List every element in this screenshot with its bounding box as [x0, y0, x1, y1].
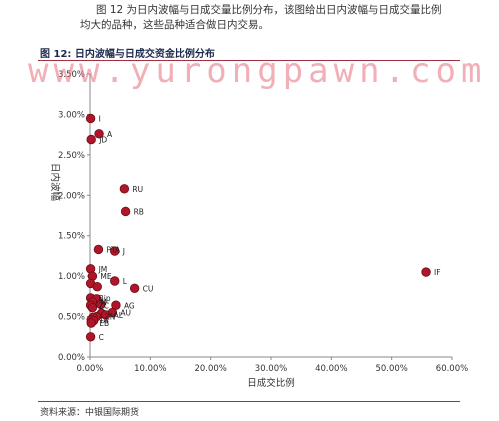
data-point	[110, 276, 120, 286]
data-point-label: CU	[143, 284, 154, 293]
y-tick-label: 2.00%	[58, 191, 85, 201]
data-point-label: I	[99, 114, 101, 123]
x-tick-label: 20.00%	[194, 364, 226, 374]
data-point-label: ME	[100, 272, 111, 281]
data-point	[120, 206, 131, 217]
chart-points	[85, 113, 431, 342]
x-tick-label: 60.00%	[436, 364, 468, 374]
data-point	[85, 113, 96, 124]
data-point-label: ZC	[99, 301, 109, 310]
data-point	[110, 246, 120, 256]
data-point-label: AU	[120, 309, 131, 318]
data-point-label: M	[100, 298, 106, 307]
y-tick-label: 3.00%	[58, 110, 85, 120]
data-point	[92, 281, 102, 292]
data-point-label: L	[123, 277, 128, 286]
data-point-label: JM	[98, 265, 108, 274]
figure-title: 图 12: 日内波幅与日成交资金比例分布	[40, 49, 215, 60]
y-tick-label: 1.50%	[58, 232, 85, 242]
data-point-label: JD	[98, 135, 107, 144]
y-tick-label: 0.50%	[58, 313, 85, 323]
y-axis-title: 日内波幅	[49, 163, 61, 202]
x-tick-label: 30.00%	[255, 364, 287, 374]
data-point	[86, 318, 96, 328]
chart-axes	[89, 74, 452, 358]
data-point	[94, 129, 104, 139]
intro-line-2: 均大的品种，这些品种适合做日内交易。	[80, 19, 269, 31]
data-point-label: IF	[434, 268, 441, 277]
data-point-label: PTA	[106, 245, 121, 254]
y-tick-label: 3.50%	[58, 70, 85, 80]
data-point-label: RB	[134, 207, 144, 216]
intro-line-1: 图 12 为日内波幅与日成交量比例分布，该图给出日内波幅与日成交量比例	[96, 4, 442, 16]
y-tick-label: 0.00%	[58, 353, 85, 363]
data-point	[421, 267, 431, 277]
x-axis-title: 日成交比例	[247, 377, 295, 389]
intro-text: 图 12 为日内波幅与日成交量比例分布，该图给出日内波幅与日成交量比例 均大的品…	[80, 3, 492, 33]
x-tick-label: 40.00%	[315, 364, 347, 374]
x-tick-label: 10.00%	[134, 364, 166, 374]
data-point	[129, 283, 140, 293]
data-point	[86, 134, 96, 145]
x-tick-label: 0.00%	[76, 364, 103, 374]
x-tick-label: 50.00%	[375, 364, 407, 374]
top-rule	[38, 60, 460, 61]
data-point-label: AG	[124, 301, 135, 310]
data-point	[119, 184, 130, 194]
data-point-label: C	[99, 333, 104, 342]
source-note: 资料来源：中银国际期货	[40, 408, 140, 418]
data-point-label: A	[107, 130, 113, 139]
chart-ticks: 0.00% 0.50% 1.00% 1.50% 2.00% 2.50% 3.00% 3.50%…	[58, 70, 468, 374]
bottom-rule	[38, 401, 460, 402]
data-point-label: Bip	[99, 294, 111, 303]
data-point-label: AL	[114, 311, 124, 320]
data-point-label: ZN	[105, 313, 116, 322]
data-point	[93, 244, 104, 255]
data-point	[87, 302, 98, 313]
data-point-label: EB	[99, 319, 109, 328]
data-point-label: J	[122, 247, 125, 256]
y-tick-label: 1.00%	[58, 272, 85, 282]
y-tick-label: 2.50%	[58, 151, 85, 161]
data-point	[85, 332, 96, 342]
data-point-label: TA	[98, 316, 109, 325]
data-point	[100, 310, 111, 320]
data-point-label: RU	[132, 185, 143, 194]
